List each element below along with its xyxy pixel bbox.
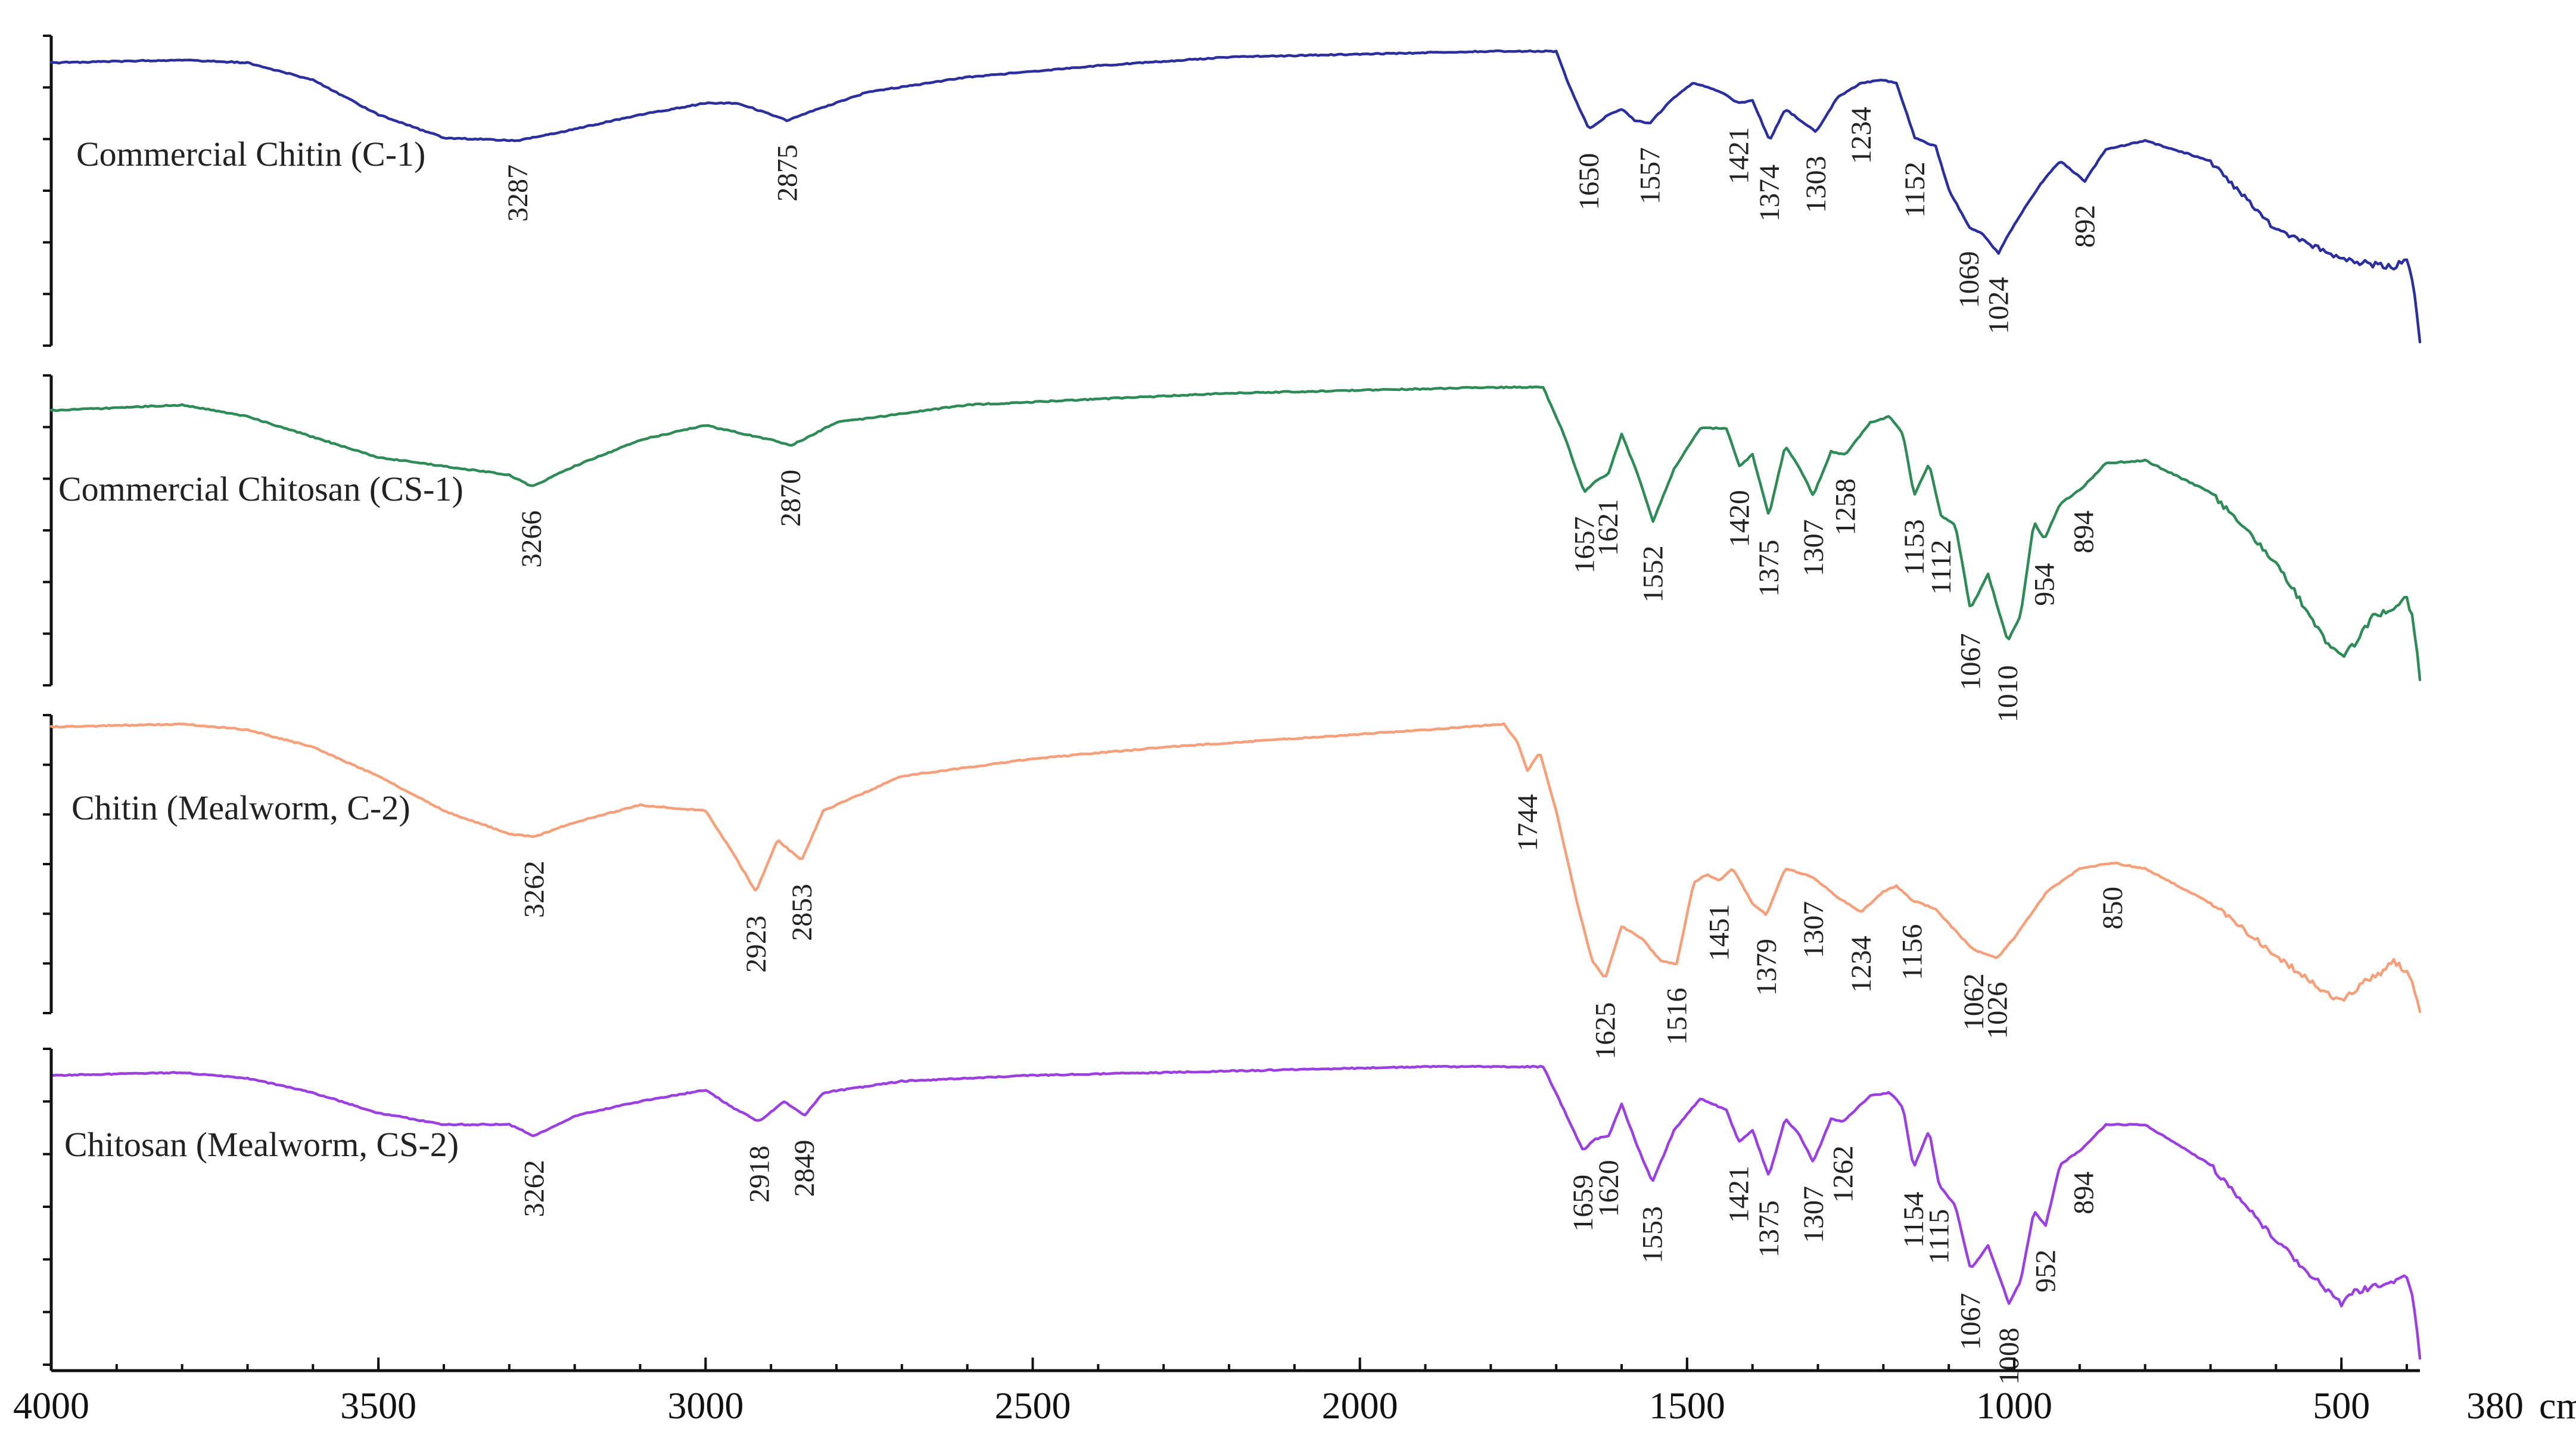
- peak-label: 3287: [502, 164, 534, 222]
- peak-label: 1375: [1753, 540, 1785, 597]
- x-tick-label: 3000: [667, 1384, 743, 1427]
- series-name-label: Chitin (Mealworm, C-2): [71, 788, 410, 827]
- peak-label: 1062: [1958, 973, 1990, 1030]
- peak-label: 1420: [1724, 490, 1756, 547]
- peak-label: 1154: [1898, 1192, 1930, 1248]
- peak-label: 2870: [775, 470, 807, 527]
- peak-label: 1258: [1830, 479, 1862, 536]
- peak-label: 1375: [1753, 1200, 1785, 1257]
- x-tick-label: 1500: [1649, 1384, 1725, 1427]
- peak-label: 1620: [1593, 1160, 1625, 1217]
- peak-label: 1067: [1955, 633, 1986, 690]
- peak-label: 2853: [786, 884, 818, 941]
- peak-label: 1024: [1983, 277, 2015, 334]
- peak-label: 1744: [1512, 794, 1544, 852]
- peak-label: 850: [2097, 887, 2129, 930]
- spectrum-line: [49, 49, 2422, 344]
- peak-label: 2849: [789, 1140, 820, 1197]
- peak-label: 1307: [1798, 901, 1830, 958]
- series-name-label: Commercial Chitosan (CS-1): [58, 470, 463, 508]
- spectrum-line: [49, 722, 2422, 1014]
- spectrum-panel: Chitin (Mealworm, C-2) 3262 2923 2853 1744 16…: [43, 714, 2422, 1060]
- peak-label: 2875: [772, 144, 804, 201]
- x-axis-title: 380 cm -1: [2466, 1384, 2576, 1427]
- peak-label: 1557: [1634, 147, 1666, 204]
- x-axis-unit: cm: [2539, 1384, 2576, 1427]
- peak-label: 1008: [1993, 1328, 2025, 1385]
- peak-label: 1379: [1751, 939, 1782, 996]
- peak-label: 894: [2068, 1172, 2100, 1215]
- peak-label: 1621: [1592, 499, 1624, 556]
- peak-label: 1552: [1638, 545, 1669, 602]
- x-tick-label: 3500: [340, 1384, 416, 1427]
- peak-label: 1303: [1800, 156, 1832, 213]
- x-end-label: 380: [2466, 1384, 2524, 1427]
- peak-label: 1421: [1723, 127, 1755, 184]
- peak-label: 954: [2029, 563, 2061, 606]
- peak-label: 1262: [1827, 1145, 1859, 1203]
- peak-label: 1234: [1846, 936, 1877, 993]
- x-tick-label: 500: [2313, 1384, 2370, 1427]
- spectrum-line: [49, 385, 2422, 682]
- peak-label: 1650: [1573, 153, 1605, 210]
- peak-label: 3266: [516, 511, 547, 568]
- x-axis: 4000 3500 3000 2500 2000 1500 1000 500: [13, 1049, 2420, 1427]
- spectrum-panel: Commercial Chitosan (CS-1) 3266 2870 165716…: [43, 374, 2422, 722]
- peak-label: 1516: [1661, 988, 1693, 1045]
- peak-label: 2923: [741, 915, 772, 973]
- peak-label: 1307: [1798, 1186, 1830, 1243]
- peak-label: 1115: [1924, 1209, 1955, 1264]
- series-name-label: Commercial Chitin (C-1): [76, 135, 425, 173]
- peak-label: 1010: [1992, 665, 2024, 722]
- peak-label: 1553: [1637, 1206, 1669, 1263]
- peak-label: 1451: [1704, 904, 1735, 961]
- peak-label: 1069: [1953, 251, 1985, 308]
- series-name-label: Chitosan (Mealworm, CS-2): [64, 1125, 459, 1164]
- peak-label: 1657: [1569, 516, 1600, 573]
- x-tick-label: 1000: [1976, 1384, 2052, 1427]
- peak-label: 1374: [1754, 164, 1785, 222]
- peak-label: 1112: [1925, 540, 1957, 595]
- peak-label: 892: [2070, 205, 2101, 248]
- peak-label: 952: [2030, 1250, 2062, 1293]
- spectrum-line: [49, 1064, 2422, 1360]
- peak-label: 1421: [1723, 1166, 1755, 1223]
- peak-label: 1307: [1798, 519, 1830, 576]
- peak-label: 1659: [1567, 1175, 1599, 1232]
- peak-label: 1152: [1899, 161, 1931, 218]
- peak-label: 1156: [1897, 924, 1928, 980]
- peak-label: 1153: [1899, 519, 1930, 575]
- peak-label: 3262: [519, 1160, 550, 1217]
- peak-label: 1067: [1955, 1293, 1986, 1350]
- peak-label: 894: [2068, 511, 2100, 554]
- spectrum-panel: Chitosan (Mealworm, CS-2) 3262 2918 2849 165…: [43, 1048, 2422, 1385]
- x-tick-label: 4000: [13, 1384, 89, 1427]
- peak-label: 1625: [1590, 1002, 1622, 1060]
- spectra-panels: Commercial Chitin (C-1) 3287 2875 1650 1557 1…: [43, 35, 2422, 1385]
- peak-label: 1026: [1982, 982, 2014, 1039]
- peak-label: 3262: [519, 861, 550, 918]
- x-tick-label: 2500: [995, 1384, 1071, 1427]
- x-tick-label: 2000: [1322, 1384, 1398, 1427]
- spectrum-panel: Commercial Chitin (C-1) 3287 2875 1650 1557 1…: [43, 35, 2422, 347]
- peak-label: 2918: [743, 1145, 775, 1203]
- peak-label: 1234: [1846, 107, 1877, 164]
